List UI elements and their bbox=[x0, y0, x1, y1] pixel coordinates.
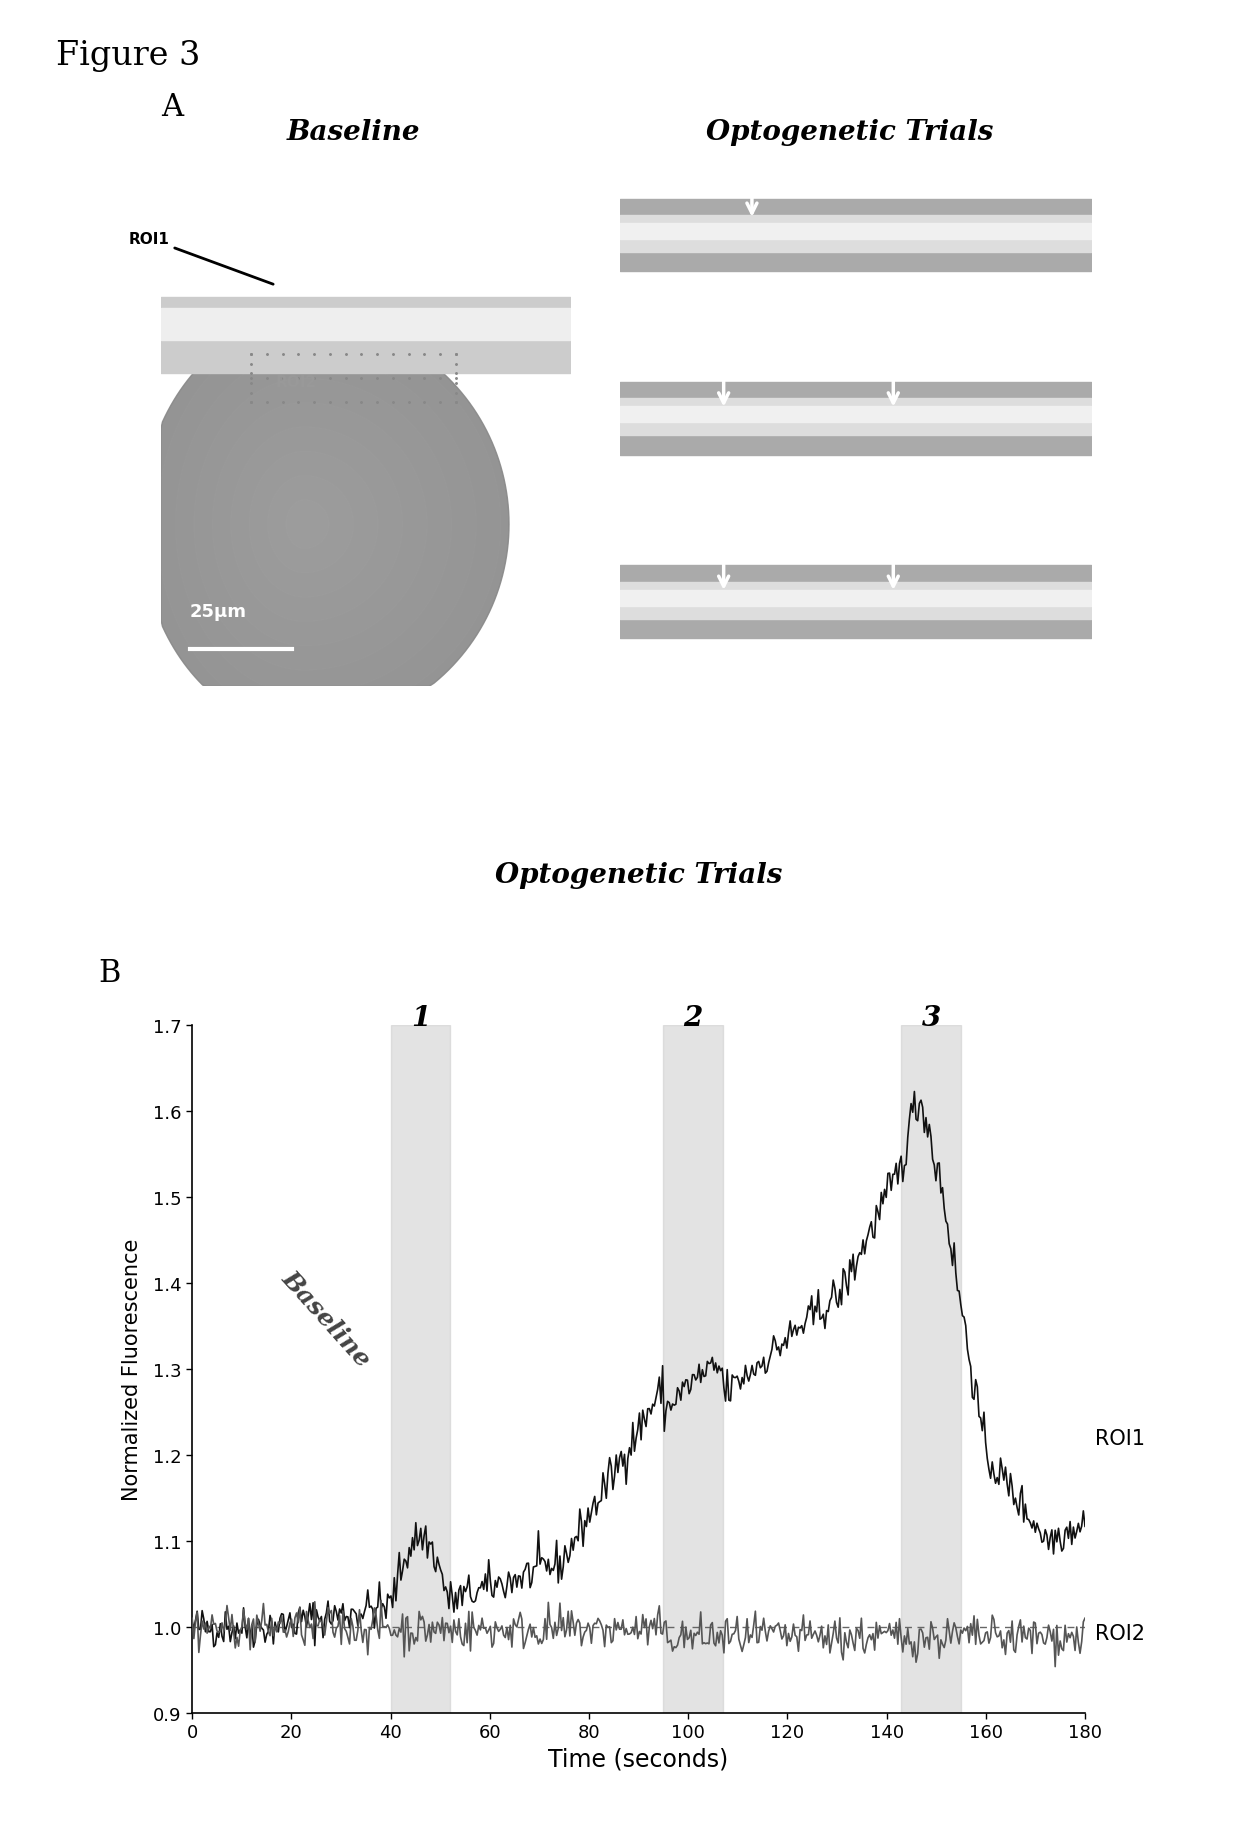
Text: Baseline: Baseline bbox=[286, 119, 420, 147]
Text: 3: 3 bbox=[639, 546, 651, 562]
Polygon shape bbox=[249, 453, 378, 597]
Text: 1: 1 bbox=[410, 1004, 430, 1031]
Text: 25μm: 25μm bbox=[190, 603, 247, 621]
Y-axis label: Normalized Fluorescence: Normalized Fluorescence bbox=[122, 1238, 143, 1500]
Text: ROI2: ROI2 bbox=[275, 376, 317, 390]
Text: ROI1: ROI1 bbox=[1095, 1429, 1145, 1447]
Polygon shape bbox=[268, 476, 353, 573]
Text: ROI2: ROI2 bbox=[1095, 1623, 1145, 1643]
Polygon shape bbox=[176, 355, 476, 687]
Text: ROI1: ROI1 bbox=[129, 233, 273, 286]
Polygon shape bbox=[161, 330, 501, 687]
Polygon shape bbox=[231, 427, 403, 623]
Text: Baseline: Baseline bbox=[277, 1266, 374, 1370]
Text: Optogenetic Trials: Optogenetic Trials bbox=[495, 861, 782, 889]
Polygon shape bbox=[286, 500, 329, 550]
Bar bbox=[391, 1026, 450, 1713]
X-axis label: Time (seconds): Time (seconds) bbox=[548, 1748, 729, 1772]
Text: 3: 3 bbox=[921, 1004, 941, 1031]
Text: 1: 1 bbox=[639, 180, 651, 196]
Polygon shape bbox=[193, 379, 451, 671]
Bar bbox=[901, 1026, 961, 1713]
Text: A: A bbox=[161, 92, 184, 123]
Polygon shape bbox=[212, 403, 427, 647]
Text: 2: 2 bbox=[683, 1004, 703, 1031]
Text: 2: 2 bbox=[639, 363, 651, 379]
Text: Optogenetic Trials: Optogenetic Trials bbox=[706, 119, 993, 147]
Bar bbox=[663, 1026, 723, 1713]
Text: B: B bbox=[98, 956, 120, 987]
Polygon shape bbox=[161, 319, 508, 687]
Text: Figure 3: Figure 3 bbox=[56, 40, 200, 71]
